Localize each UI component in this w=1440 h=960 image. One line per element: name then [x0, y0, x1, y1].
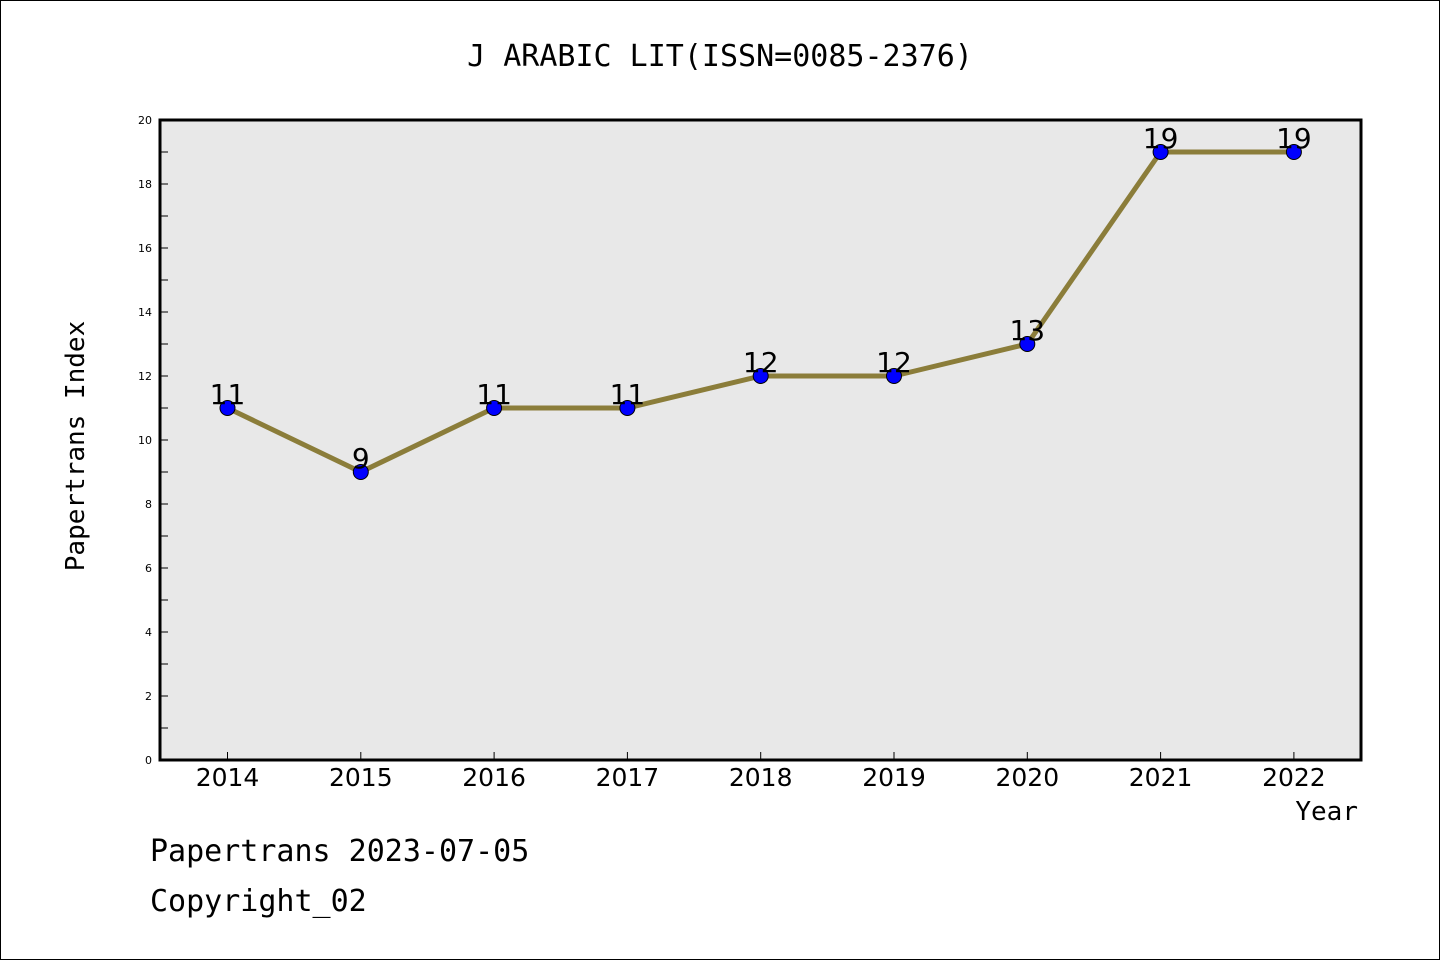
data-point-marker: [1152, 144, 1169, 160]
y-tick-label: 8: [145, 498, 152, 511]
y-tick-label: 4: [145, 626, 152, 639]
y-tick-label: 16: [138, 242, 152, 255]
data-label: 9: [352, 442, 370, 475]
y-tick-label: 0: [145, 754, 152, 767]
x-tick-label: 2021: [1129, 763, 1193, 792]
data-point-marker: [219, 400, 236, 416]
plot-area: [160, 120, 1361, 760]
data-point-marker: [619, 400, 636, 416]
x-tick-label: 2020: [995, 763, 1059, 792]
x-tick-label: 2019: [862, 763, 926, 792]
y-axis-label: Papertrans Index: [61, 321, 91, 571]
footer-date: Papertrans 2023-07-05: [150, 834, 530, 869]
x-tick-label: 2015: [329, 763, 393, 792]
data-point-marker: [486, 400, 503, 416]
data-point-marker: [752, 368, 769, 384]
footer-copyright: Copyright_02: [150, 884, 367, 919]
data-label: 19: [1276, 122, 1312, 155]
y-tick-label: 18: [138, 178, 152, 191]
y-tick-label: 10: [138, 434, 152, 447]
data-label: 12: [743, 346, 779, 379]
x-tick-label: 2014: [196, 763, 260, 792]
chart-title: J ARABIC LIT(ISSN=0085-2376): [467, 39, 973, 74]
data-label: 19: [1143, 122, 1179, 155]
data-label: 13: [1009, 314, 1045, 347]
x-axis-label: Year: [1295, 797, 1358, 827]
data-label: 11: [610, 378, 646, 411]
x-tick-label: 2018: [729, 763, 793, 792]
y-axis: 0 2 4 6 8 10 12 14 16 18 20: [138, 114, 168, 767]
data-point-marker: [886, 368, 902, 384]
y-tick-label: 12: [138, 370, 152, 383]
x-axis: 2014 2015 2016 2017 2018 2019 2020 2021 2022: [196, 752, 1326, 792]
data-point-marker: [1019, 336, 1036, 352]
y-tick-label: 20: [138, 114, 152, 127]
data-label: 11: [210, 378, 246, 411]
series-markers: [219, 144, 1302, 480]
x-tick-label: 2022: [1262, 763, 1326, 792]
y-tick-label: 6: [145, 562, 152, 575]
x-tick-label: 2017: [596, 763, 660, 792]
x-tick-label: 2016: [462, 763, 526, 792]
data-point-marker: [352, 464, 369, 480]
y-tick-label: 2: [145, 690, 152, 703]
y-tick-label: 14: [138, 306, 152, 319]
data-labels: 11 9 11 11 12 12 13 19 19: [210, 122, 1312, 475]
data-label: 12: [876, 346, 912, 379]
data-label: 11: [476, 378, 512, 411]
plot-border: [158, 118, 1363, 762]
data-point-marker: [1285, 144, 1302, 160]
